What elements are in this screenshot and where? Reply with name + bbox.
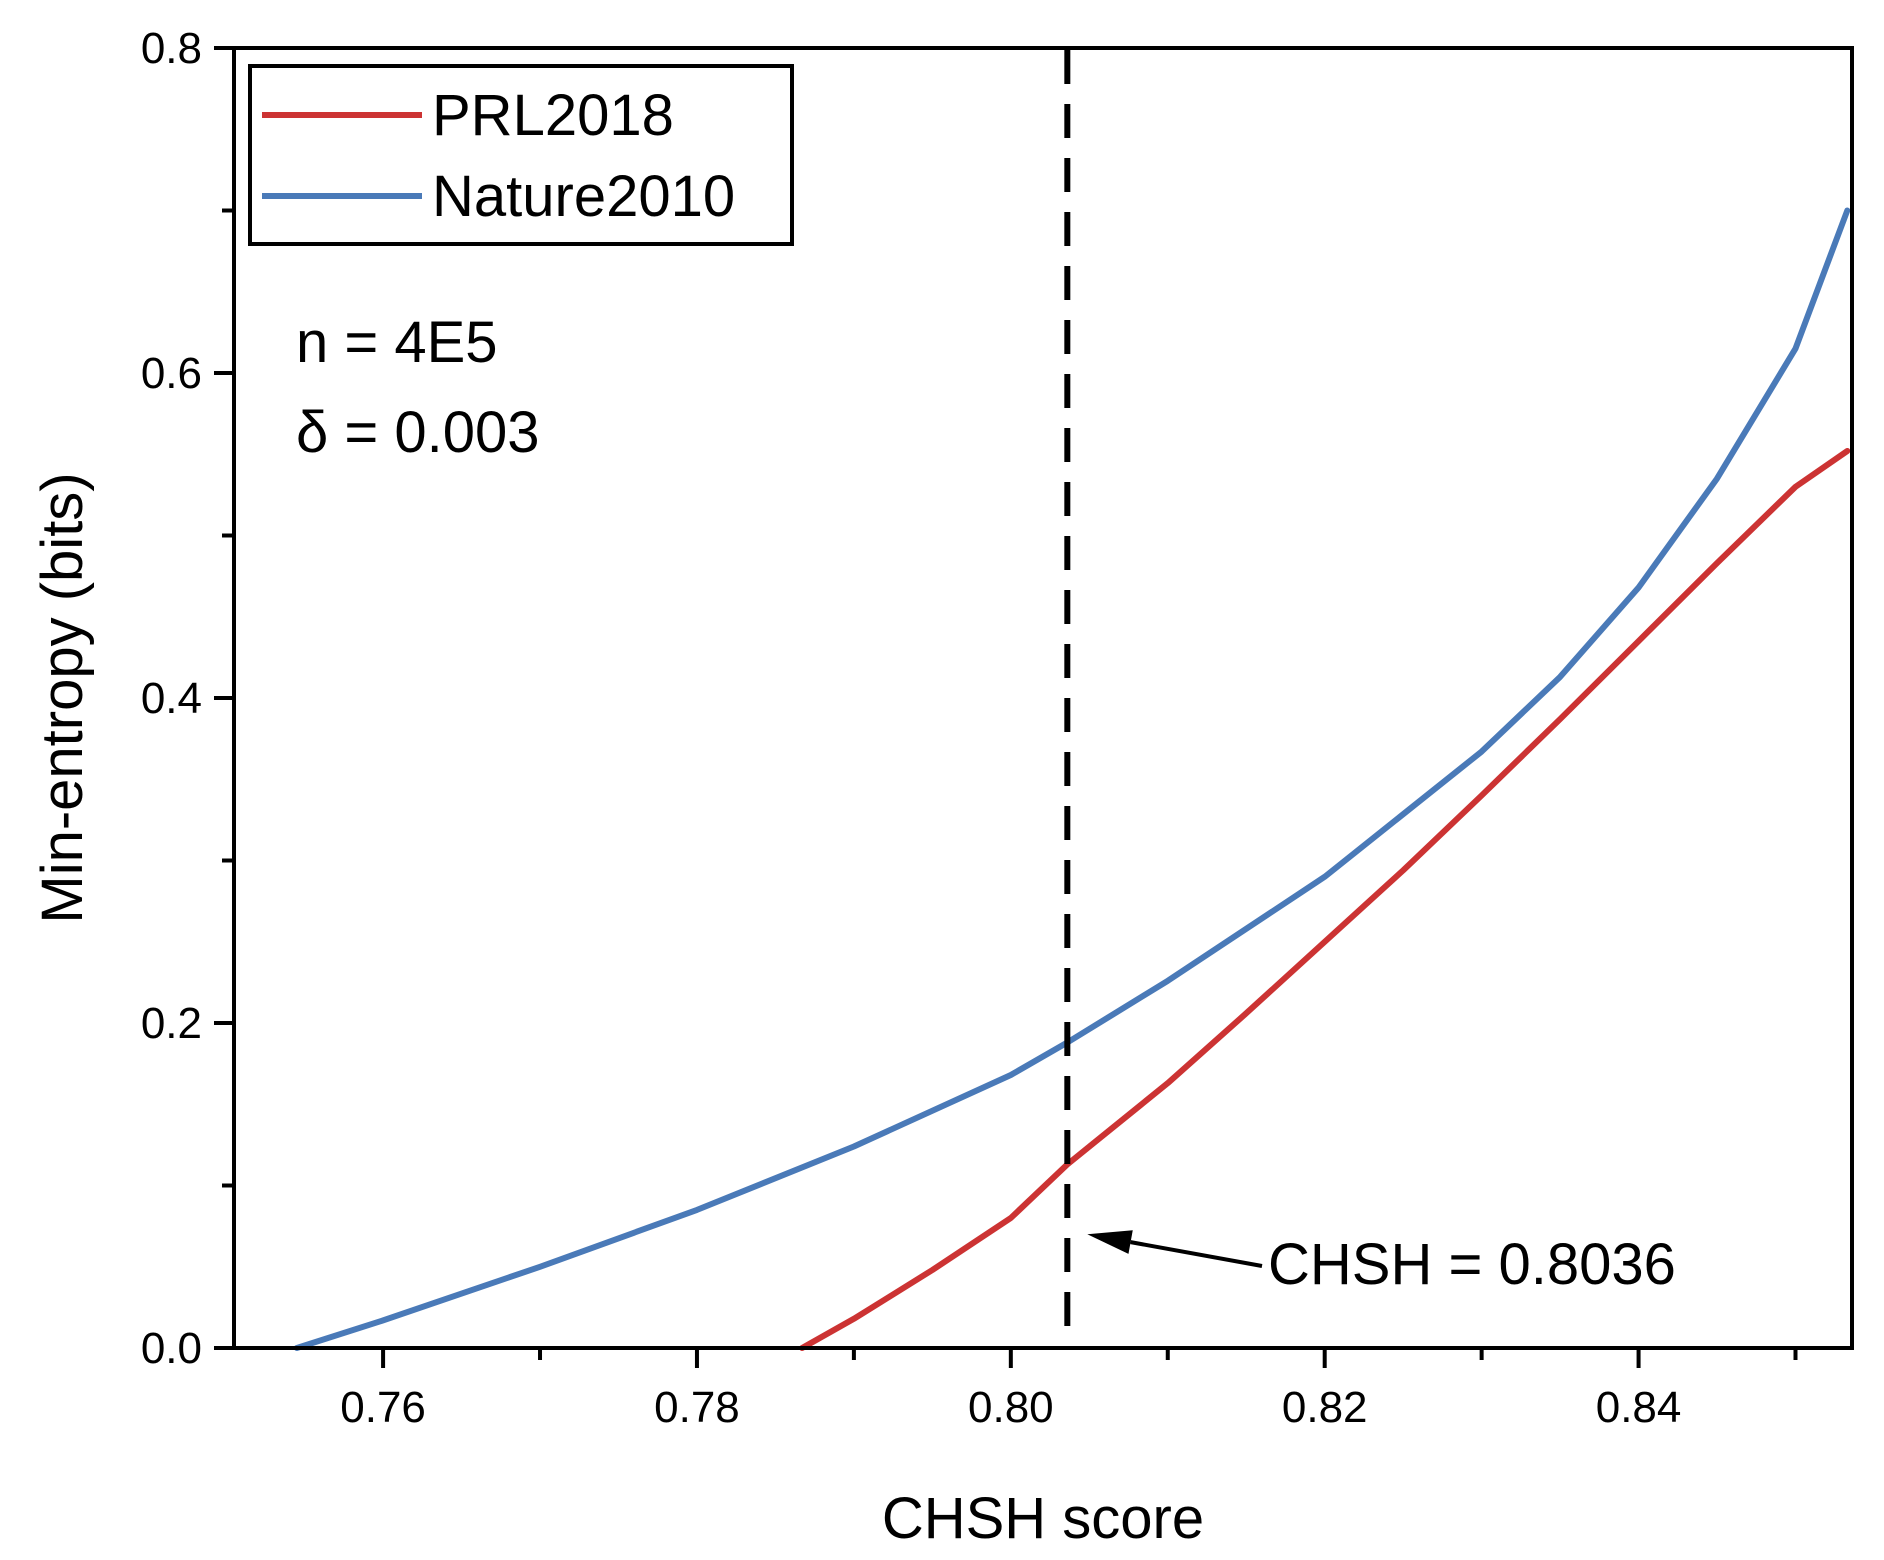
y-tick-label: 0.8 [141, 24, 202, 73]
annotation-arrow-head [1087, 1230, 1133, 1254]
x-tick-label: 0.84 [1596, 1383, 1682, 1432]
series-line-prl2018 [799, 448, 1851, 1351]
x-tick-label: 0.80 [968, 1383, 1054, 1432]
plot-frame [232, 46, 1854, 1350]
y-tick-label: 0.4 [141, 674, 202, 723]
major-ticks [214, 46, 1641, 1368]
x-axis-title: CHSH score [882, 1486, 1204, 1551]
param-n: n = 4E5 [296, 310, 498, 375]
x-tick-label: 0.78 [654, 1383, 740, 1432]
y-tick-label: 0.6 [141, 349, 202, 398]
annotation-arrow-line [1130, 1240, 1263, 1268]
minor-ticks [222, 208, 1798, 1360]
y-tick-label: 0.0 [141, 1324, 202, 1373]
annotation-chsh-value: CHSH = 0.8036 [1268, 1232, 1676, 1297]
param-delta: δ = 0.003 [296, 400, 540, 465]
legend-label-prl2018: PRL2018 [432, 83, 674, 148]
x-tick-label: 0.76 [340, 1383, 426, 1432]
series-layer [293, 207, 1851, 1351]
y-axis-title: Min-entropy (bits) [30, 472, 95, 923]
chsh-arrow-annotation: CHSH = 0.8036 [1087, 1230, 1676, 1297]
legend-label-nature2010: Nature2010 [432, 164, 735, 229]
series-line-nature2010 [293, 207, 1851, 1351]
x-tick-label: 0.82 [1282, 1383, 1368, 1432]
tick-labels: 0.76 0.78 0.80 0.82 0.84 0.0 0.2 0.4 0.6 0.8 [141, 24, 1682, 1432]
legend-box [248, 64, 794, 246]
y-tick-label: 0.2 [141, 999, 202, 1048]
legend: PRL2018 Nature2010 [248, 64, 794, 246]
